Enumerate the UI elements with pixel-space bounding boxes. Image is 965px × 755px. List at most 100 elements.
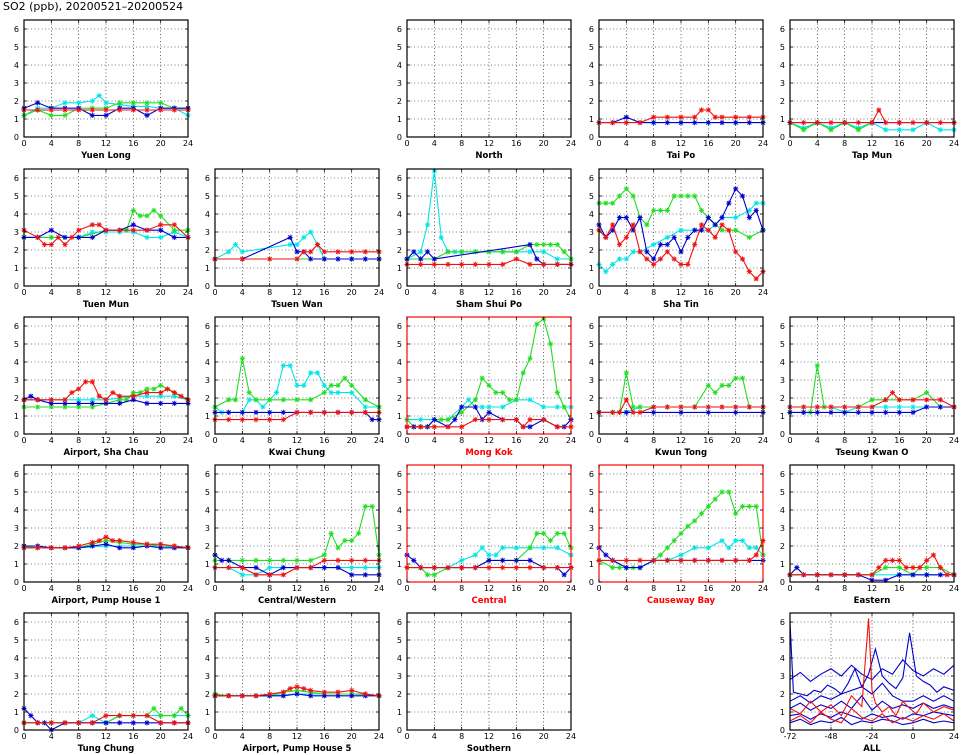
data-point-marker (644, 249, 650, 255)
data-point-marker (610, 222, 616, 228)
data-point-marker (328, 390, 334, 396)
data-point-marker (486, 557, 492, 563)
data-point-marker (910, 397, 916, 403)
data-point-marker (321, 382, 327, 388)
data-point-marker (472, 565, 478, 571)
data-point-marker (554, 256, 560, 262)
data-point-marker (117, 400, 123, 406)
data-point-marker (883, 127, 889, 133)
data-point-marker (610, 565, 616, 571)
data-point-marker (232, 397, 239, 403)
data-point-marker (527, 545, 533, 551)
data-point-marker (637, 249, 643, 255)
series-line-cyan (598, 202, 763, 273)
data-point-marker (253, 565, 259, 571)
x-tick-label: 4 (240, 288, 245, 297)
data-point-marker (431, 565, 437, 571)
data-point-marker (103, 534, 109, 540)
y-tick-label: 2 (14, 690, 19, 699)
y-tick-label: 4 (14, 506, 19, 515)
x-tick-label: 24 (566, 288, 576, 297)
x-tick-label: 24 (758, 288, 768, 297)
x-tick-label: 24 (758, 436, 768, 445)
x-tick-label: 16 (894, 139, 904, 148)
x-tick-label: 20 (731, 288, 741, 297)
data-point-marker (692, 114, 698, 120)
panel-label: Tai Po (667, 151, 696, 161)
series-line-cyan (407, 547, 572, 569)
data-point-marker (226, 417, 232, 423)
data-point-marker (842, 572, 848, 578)
data-point-marker (349, 572, 355, 578)
x-tick-label: 4 (432, 288, 437, 297)
x-tick-label: 12 (292, 288, 302, 297)
data-point-marker (623, 114, 629, 120)
data-point-marker (103, 541, 109, 547)
data-point-marker (472, 261, 478, 267)
y-tick-label: 4 (780, 654, 785, 663)
x-tick-label: 12 (101, 288, 111, 297)
panel-label: North (475, 151, 502, 161)
y-tick-label: 4 (780, 61, 785, 70)
data-point-marker (62, 100, 68, 106)
data-point-marker (937, 565, 943, 571)
data-point-marker (493, 390, 499, 396)
x-tick-label: 20 (347, 732, 357, 741)
data-point-marker (828, 404, 834, 410)
data-point-marker (411, 249, 417, 255)
y-tick-label: 4 (14, 358, 19, 367)
data-point-marker (431, 261, 437, 267)
data-point-marker (733, 114, 739, 120)
y-tick-label: 1 (205, 412, 210, 421)
x-tick-label: 16 (703, 288, 713, 297)
y-tick-label: 5 (589, 488, 594, 497)
data-point-marker (896, 404, 902, 410)
data-point-marker (280, 693, 286, 699)
data-point-marker (171, 400, 177, 406)
y-tick-label: 1 (14, 560, 19, 569)
x-tick-label: 12 (101, 732, 111, 741)
data-point-marker (62, 720, 68, 726)
data-point-marker (534, 242, 540, 248)
x-tick-label: 24 (183, 584, 193, 593)
data-point-marker (547, 341, 554, 347)
y-tick-label: 2 (397, 542, 402, 551)
data-point-marker (623, 215, 629, 221)
data-point-marker (554, 565, 560, 571)
data-point-marker (239, 417, 245, 423)
data-point-marker (110, 390, 116, 396)
x-tick-label: 20 (539, 288, 549, 297)
y-tick-label: 1 (589, 560, 594, 569)
data-point-marker (362, 256, 368, 262)
x-tick-label: 24 (566, 139, 576, 148)
data-point-marker (692, 545, 698, 551)
data-point-marker (910, 565, 916, 571)
y-tick-label: 6 (14, 618, 19, 627)
data-point-marker (294, 691, 300, 697)
y-tick-label: 2 (589, 246, 594, 255)
data-point-marker (527, 424, 533, 430)
y-tick-label: 4 (14, 210, 19, 219)
data-point-marker (814, 120, 820, 126)
data-point-marker (903, 565, 909, 571)
data-point-marker (698, 227, 705, 233)
y-tick-label: 4 (397, 358, 402, 367)
y-tick-label: 2 (780, 97, 785, 106)
data-point-marker (814, 572, 820, 578)
x-tick-label: 16 (511, 288, 521, 297)
data-point-marker (733, 120, 739, 126)
data-point-marker (431, 572, 437, 578)
data-point-marker (937, 572, 943, 578)
data-point-marker (171, 720, 177, 726)
data-point-marker (610, 261, 616, 267)
data-point-marker (335, 249, 341, 255)
data-point-marker (678, 249, 684, 255)
data-point-marker (130, 227, 136, 233)
x-tick-label: 8 (76, 584, 81, 593)
data-point-marker (712, 234, 718, 240)
data-point-marker (657, 552, 664, 558)
data-point-marker (616, 565, 623, 571)
x-tick-label: 0 (404, 584, 409, 593)
